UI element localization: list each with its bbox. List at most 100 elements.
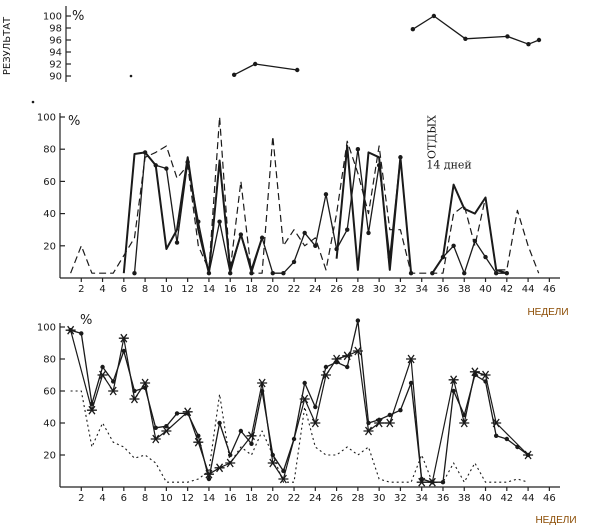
data-point: [491, 418, 502, 428]
data-point: [79, 331, 84, 336]
x-tick-label: 12: [181, 493, 194, 504]
data-point: [252, 61, 258, 67]
x-tick-label: 4: [99, 284, 105, 295]
data-point: [342, 351, 353, 361]
x-tick-label: 40: [479, 284, 492, 295]
data-point: [323, 192, 329, 197]
data-point: [238, 428, 244, 434]
data-point: [334, 246, 339, 252]
data-point: [406, 354, 417, 364]
data-point: [536, 37, 542, 43]
data-point: [505, 34, 510, 39]
x-tick-label: 8: [142, 284, 148, 295]
data-point: [217, 219, 222, 224]
data-point: [363, 426, 374, 436]
data-point: [331, 354, 342, 364]
data-point: [142, 150, 148, 155]
annotation-days: 14 дней: [426, 159, 471, 172]
x-tick-label: 22: [288, 493, 301, 504]
x-tick-label: 32: [394, 284, 407, 295]
data-point: [214, 463, 225, 473]
stray-dot: [129, 74, 133, 78]
x-tick-label: 28: [352, 284, 365, 295]
data-point: [355, 147, 361, 152]
x-tick-label: 24: [309, 493, 322, 504]
data-point: [366, 230, 371, 236]
data-point: [246, 431, 257, 441]
x-tick-label: 40: [479, 493, 492, 504]
x-tick-label: 44: [522, 284, 535, 295]
data-point: [526, 42, 531, 47]
x-tick-label: 2: [78, 493, 84, 504]
x-tick-label: 42: [500, 284, 513, 295]
x-tick-label: 38: [458, 493, 471, 504]
data-point: [161, 426, 172, 436]
data-point: [398, 408, 403, 413]
data-point: [523, 450, 534, 460]
unit-label: %: [80, 313, 92, 328]
data-point: [100, 364, 105, 370]
data-point: [448, 375, 459, 385]
y-tick-label: 80: [43, 145, 56, 156]
annotation-rest: ОТДЫХ: [425, 115, 438, 159]
series-line-2: [431, 240, 507, 274]
x-tick-label: 28: [352, 493, 365, 504]
data-point: [504, 270, 510, 276]
x-tick-label: 36: [437, 284, 450, 295]
data-point: [352, 346, 363, 356]
x-tick-label: 6: [121, 284, 127, 295]
data-point: [228, 270, 233, 276]
unit-label: %: [72, 9, 84, 24]
data-point: [299, 394, 310, 404]
x-tick-label: 14: [203, 284, 216, 295]
y-tick-label: 90: [49, 72, 62, 83]
data-point: [463, 36, 468, 41]
data-point: [132, 270, 137, 276]
data-point: [121, 348, 127, 354]
x-tick-label: 24: [309, 284, 322, 295]
data-point: [376, 163, 382, 168]
x-tick-label: 26: [330, 284, 343, 295]
x-tick-label: 8: [142, 493, 148, 504]
data-point: [459, 418, 470, 428]
data-point: [231, 72, 237, 78]
x-tick-label: 20: [266, 493, 279, 504]
x-tick-label: 14: [203, 493, 216, 504]
data-point: [217, 420, 222, 426]
data-point: [206, 476, 212, 482]
x-tick-label: 20: [266, 284, 279, 295]
data-point: [493, 270, 499, 276]
x-tick-label: 16: [224, 493, 237, 504]
x-tick-label: 32: [394, 493, 407, 504]
x-axis-title: НЕДЕЛИ: [527, 307, 568, 318]
data-point: [164, 166, 169, 171]
y-tick-label: 80: [43, 355, 56, 366]
x-tick-label: 6: [121, 493, 127, 504]
data-point: [110, 379, 116, 384]
x-tick-label: 2: [78, 284, 84, 295]
y-tick-label: 60: [43, 177, 56, 188]
data-point: [203, 469, 214, 479]
data-point: [493, 433, 499, 438]
data-point: [225, 458, 236, 468]
series-line-1: [233, 63, 298, 76]
data-point: [295, 67, 300, 73]
x-axis-title: НЕДЕЛИ: [535, 515, 576, 526]
data-point: [118, 333, 129, 343]
y-tick-label: 92: [49, 60, 62, 71]
y-tick-label: 60: [43, 387, 56, 398]
data-point: [384, 418, 395, 428]
series-line-1: [412, 15, 540, 45]
x-tick-label: 18: [245, 284, 258, 295]
data-point: [302, 230, 307, 236]
data-point: [345, 227, 350, 232]
data-point: [504, 436, 510, 442]
series-line-2: [70, 330, 529, 483]
data-point: [281, 270, 286, 276]
y-tick-label: 94: [49, 48, 62, 59]
data-point: [238, 232, 244, 237]
x-tick-label: 42: [500, 493, 513, 504]
data-point: [153, 163, 158, 168]
data-point: [483, 254, 488, 260]
data-point: [206, 270, 212, 276]
